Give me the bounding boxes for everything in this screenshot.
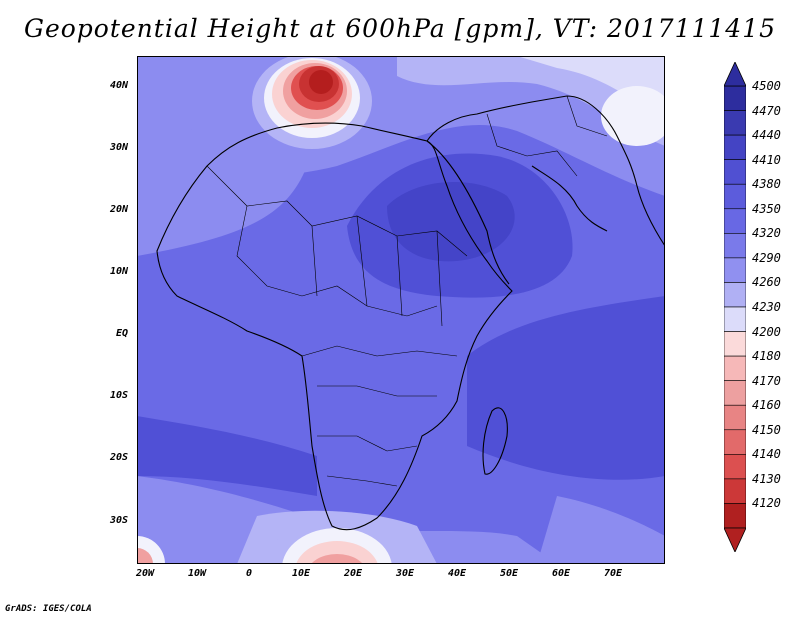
colorbar-bottom-arrow	[724, 527, 746, 552]
lat-label-20n: 20N	[109, 204, 128, 215]
field-west-band	[137, 116, 307, 256]
colorbar-swatch	[724, 233, 746, 259]
colorbar-level-label: 4500	[752, 79, 781, 93]
colorbar-swatch	[724, 306, 746, 332]
geopotential-map	[137, 56, 665, 564]
colorbar-swatch	[724, 110, 746, 136]
colorbar-swatch	[724, 355, 746, 381]
colorbar-swatch	[724, 404, 746, 431]
country-borders	[206, 95, 608, 487]
colorbar-swatch	[724, 134, 746, 160]
colorbar-swatch	[724, 429, 746, 455]
colorbar-level-label: 4170	[752, 373, 781, 388]
lat-label-20s: 20S	[109, 452, 128, 463]
grads-credit: GrADS: IGES/COLA	[5, 604, 92, 614]
map-title: Geopotential Height at 600hPa [gpm], VT:…	[23, 14, 777, 43]
lon-label-60e: 60E	[551, 568, 571, 579]
colorbar-swatch	[724, 85, 746, 111]
colorbar-level-label: 4140	[752, 447, 781, 462]
field-indian-ocean-deep	[467, 296, 665, 480]
colorbar-level-label: 4440	[752, 128, 781, 143]
colorbar-swatch	[724, 282, 746, 308]
field-southeast-band	[537, 496, 665, 564]
colorbar-swatch	[724, 208, 746, 234]
colorbar-level-label: 4200	[752, 324, 781, 339]
colorbar	[724, 62, 746, 552]
colorbar-level-label: 4320	[752, 226, 781, 241]
lon-label-50e: 50E	[499, 568, 519, 579]
field-central-core	[387, 182, 515, 262]
colorbar-top-arrow	[724, 62, 746, 87]
lat-label-eq: EQ	[115, 328, 128, 339]
colorbar-level-label: 4150	[752, 422, 781, 437]
contour-south-high-red	[311, 554, 363, 564]
colorbar-swatch	[724, 159, 746, 185]
lon-label-20w: 20W	[135, 568, 155, 579]
colorbar-level-label: 4470	[752, 103, 781, 118]
colorbar-swatch	[724, 257, 746, 283]
map-panel	[137, 56, 665, 564]
lon-label-40e: 40E	[447, 568, 467, 579]
colorbar-level-label: 4410	[752, 152, 781, 167]
colorbar-swatch	[724, 331, 746, 357]
field-northeast-light	[517, 56, 665, 116]
contour-northeast-white	[601, 86, 665, 146]
field-atlantic-deep	[137, 416, 317, 496]
contour-south-high-pink	[296, 541, 378, 564]
lon-label-10e: 10E	[291, 568, 311, 579]
colorbar-swatch	[724, 503, 746, 529]
lon-label-70e: 70E	[603, 568, 623, 579]
lon-label-20e: 20E	[343, 568, 363, 579]
contour-north-high-core	[309, 70, 333, 94]
coastlines	[156, 95, 665, 531]
colorbar-level-label: 4260	[752, 275, 781, 290]
colorbar-swatch	[724, 380, 746, 406]
contour-southwest-red	[137, 548, 153, 564]
colorbar-level-label: 4180	[752, 349, 781, 364]
field-south-band	[137, 476, 557, 564]
colorbar-level-label: 4350	[752, 201, 781, 216]
colorbar-level-label: 4380	[752, 177, 781, 192]
lat-label-40n: 40N	[109, 80, 128, 91]
colorbar-level-label: 4160	[752, 398, 781, 413]
colorbar-swatch	[724, 454, 746, 480]
lon-label-10w: 10W	[187, 568, 207, 579]
colorbar-swatch	[724, 183, 746, 210]
map-frame	[137, 56, 665, 564]
lat-label-10n: 10N	[109, 266, 128, 277]
lat-label-30n: 30N	[109, 142, 128, 153]
colorbar-level-label: 4290	[752, 250, 781, 265]
colorbar-level-label: 4120	[752, 496, 781, 511]
lat-label-30s: 30S	[109, 515, 128, 526]
lon-label-0: 0	[245, 568, 253, 579]
colorbar-level-label: 4130	[752, 471, 781, 486]
lat-label-10s: 10S	[109, 390, 128, 401]
lon-label-30e: 30E	[395, 568, 415, 579]
colorbar-swatch	[724, 478, 746, 504]
colorbar-level-label: 4230	[752, 300, 781, 314]
